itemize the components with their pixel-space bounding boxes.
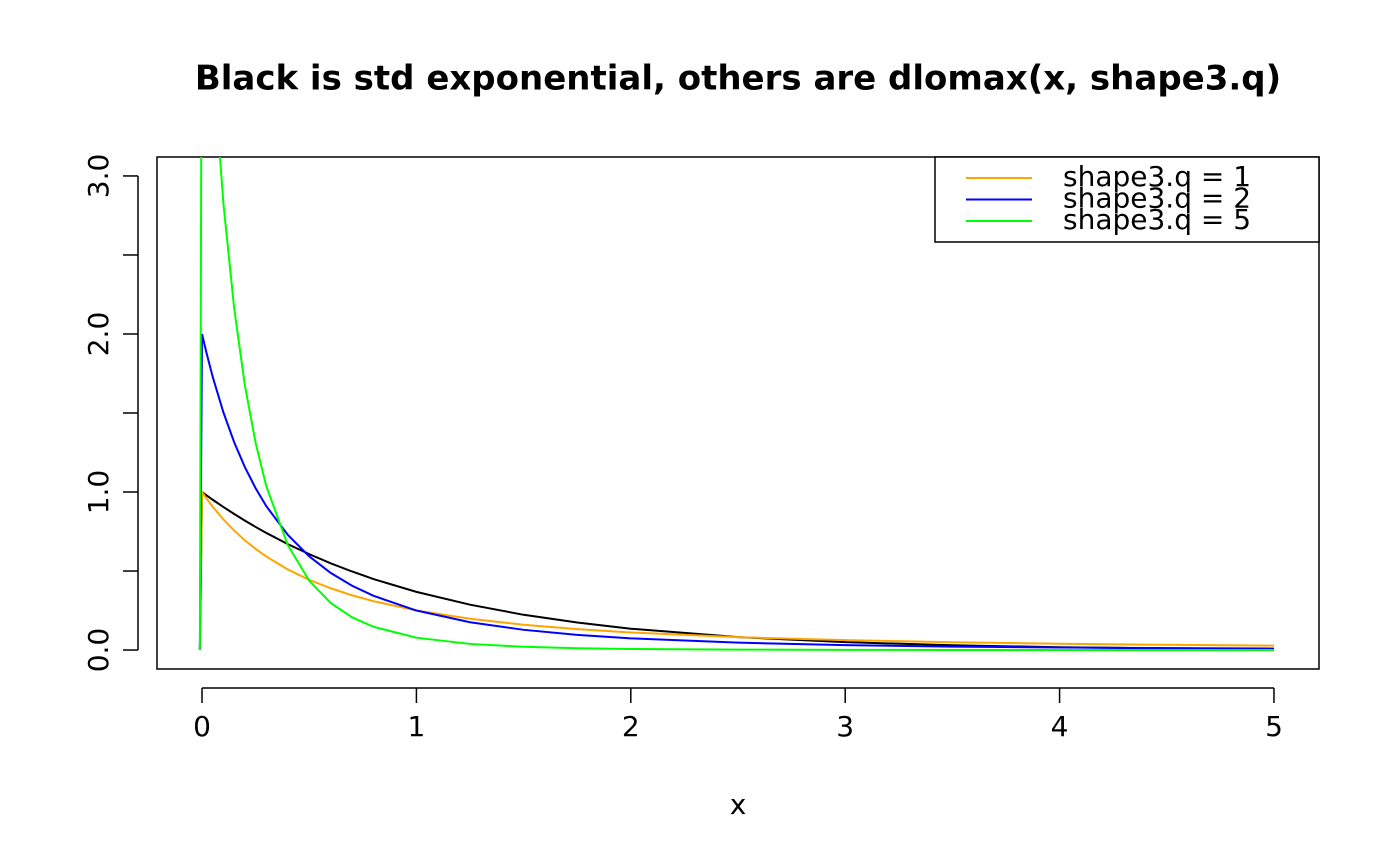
y-tick-label: 2.0 [82, 312, 115, 357]
x-tick-label: 1 [407, 710, 425, 743]
x-tick-label: 3 [836, 710, 854, 743]
plot-area [198, 157, 1274, 652]
plot-box [156, 156, 1320, 670]
y-tick-label: 0.0 [82, 628, 115, 673]
x-axis-label: x [730, 788, 747, 821]
x-tick-label: 5 [1265, 710, 1283, 743]
series-line [198, 488, 1274, 651]
y-tick-label: 3.0 [82, 154, 115, 199]
chart-title: Black is std exponential, others are dlo… [195, 59, 1281, 99]
y-tick-label: 1.0 [82, 470, 115, 515]
series-line [198, 333, 1274, 651]
x-tick-label: 4 [1051, 710, 1069, 743]
series-line [198, 490, 1274, 651]
x-tick-label: 0 [193, 710, 211, 743]
x-tick-label: 2 [622, 710, 640, 743]
series-line [198, 157, 1274, 652]
legend-label: shape3.q = 2 [1063, 182, 1251, 215]
legend-label: shape3.q = 5 [1063, 203, 1251, 236]
legend-label: shape3.q = 1 [1063, 160, 1251, 193]
